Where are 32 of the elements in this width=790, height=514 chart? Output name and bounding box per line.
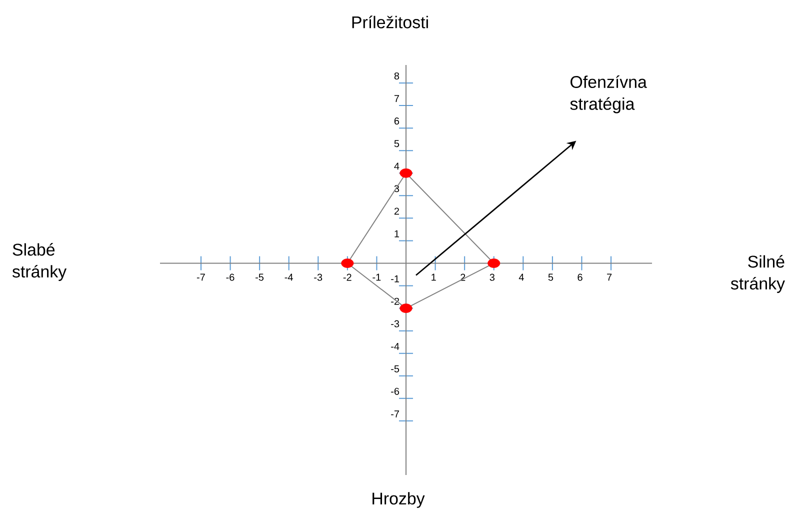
x-tick-label: 1 xyxy=(432,274,436,281)
y-tick-label: -2 xyxy=(391,298,399,305)
text: Príležitosti xyxy=(352,16,428,28)
text: Hrozby xyxy=(372,492,425,508)
x-tick-label: -7 xyxy=(196,274,205,281)
y-tick-label: -4 xyxy=(391,342,400,350)
x-tick-label: -3 xyxy=(314,274,322,281)
x-tick-label: -4 xyxy=(284,274,293,281)
text: Slabé stránky xyxy=(12,243,67,281)
x-tick-label: 3 xyxy=(490,274,494,281)
y-tick-label: 1 xyxy=(394,230,400,238)
y-tick-label: -3 xyxy=(391,320,400,328)
y-tick-label: 5 xyxy=(394,140,400,148)
x-tick-label: 5 xyxy=(548,274,554,281)
text: Silné stránky xyxy=(730,255,785,293)
x-tick-label: 2 xyxy=(460,274,466,281)
y-tick-label: 2 xyxy=(394,208,399,215)
y-tick-label: -6 xyxy=(391,388,400,395)
y-tick-label: -5 xyxy=(391,365,400,372)
x-tick-label: -1 xyxy=(372,274,381,281)
x-tick-label: -2 xyxy=(343,274,352,281)
x-tick-label: 7 xyxy=(607,274,612,281)
x-tick-label: -5 xyxy=(256,274,264,281)
x-tick-label: 6 xyxy=(578,274,582,281)
annotation: Ofenzívna stratégia xyxy=(570,75,647,114)
y-tick-label: 4 xyxy=(394,162,400,170)
y-tick-label: -7 xyxy=(391,410,399,418)
y-tick-label: 8 xyxy=(394,72,400,80)
x-tick-label: 4 xyxy=(518,274,524,281)
y-tick-label: 7 xyxy=(394,95,399,102)
y-tick-label: 6 xyxy=(394,118,400,125)
x-tick-label: -6 xyxy=(226,274,234,281)
